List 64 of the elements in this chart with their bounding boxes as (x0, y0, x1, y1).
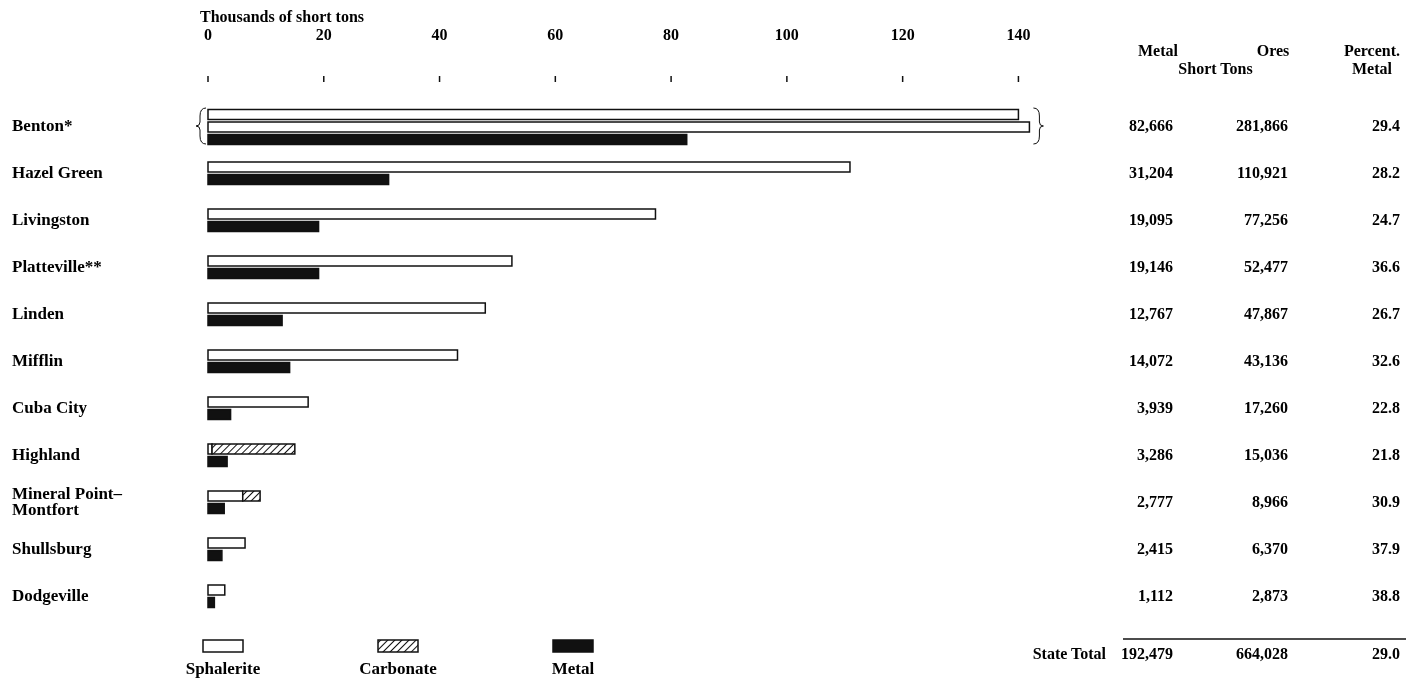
text: 52,477 (1244, 258, 1288, 275)
x-tick-label: 100 (774, 26, 799, 43)
text: 192,479 (1121, 645, 1173, 662)
text: 281,866 (1236, 117, 1288, 134)
text: 12,767 (1129, 305, 1173, 322)
text: 2,777 (1137, 493, 1173, 510)
text: 110,921 (1236, 164, 1288, 181)
text: 28.2 (1372, 164, 1400, 181)
text: 664,028 (1236, 645, 1288, 662)
y-tick-label: Platteville** (12, 257, 102, 276)
category-label: Ores (1256, 42, 1290, 59)
text: 37.9 (1372, 540, 1400, 557)
y-tick-label: Benton* (12, 116, 73, 135)
text: 14,072 (1129, 352, 1173, 369)
text: 2,873 (1252, 587, 1288, 604)
text: 19,146 (1129, 258, 1173, 275)
x-tick-label: 80 (663, 26, 680, 43)
legend-label: Carbonate (359, 659, 438, 678)
text: State Total (1032, 645, 1107, 662)
text: 21.8 (1372, 446, 1400, 463)
text: 77,256 (1244, 211, 1288, 228)
x-tick-label: 40 (431, 26, 448, 43)
text: 22.8 (1372, 399, 1400, 416)
text: 36.6 (1372, 258, 1400, 275)
text: 47,867 (1244, 305, 1288, 322)
x-axis-title: Thousands of short tons (200, 8, 365, 25)
text: 1,112 (1137, 587, 1173, 604)
y-tick-label: Shullsburg (12, 539, 92, 558)
text: 29.4 (1372, 117, 1400, 134)
text: 43,136 (1244, 352, 1288, 369)
text: 26.7 (1372, 305, 1400, 322)
text: 32.6 (1372, 352, 1400, 369)
y-tick-label: Linden (12, 304, 65, 323)
y-tick-label: Mifflin (12, 351, 64, 370)
legend-label: Sphalerite (185, 659, 261, 678)
category-label: Metal (1138, 42, 1179, 59)
text: 19,095 (1129, 211, 1173, 228)
y-tick-label: Dodgeville (12, 586, 89, 605)
text: 82,666 (1129, 117, 1173, 134)
x-tick-label: 20 (315, 26, 332, 43)
text: 8,966 (1252, 493, 1288, 510)
y-tick-label: Mineral Point–Montfort (12, 484, 123, 519)
text: 17,260 (1244, 399, 1288, 416)
text: 31,204 (1129, 164, 1173, 181)
x-tick-label: 60 (547, 26, 564, 43)
x-tick-label: 0 (204, 26, 212, 43)
text: 29.0 (1372, 645, 1400, 662)
x-tick-label: 120 (890, 26, 915, 43)
text: 6,370 (1252, 540, 1288, 557)
text: 3,939 (1137, 399, 1173, 416)
text: 24.7 (1372, 211, 1400, 228)
text: 38.8 (1372, 587, 1400, 604)
y-tick-label: Cuba City (12, 398, 88, 417)
text: 30.9 (1372, 493, 1400, 510)
y-tick-label: Hazel Green (12, 163, 104, 182)
text: Short Tons (1178, 60, 1253, 77)
category-label: Percent. Metal (1343, 42, 1400, 77)
x-tick-label: 140 (1006, 26, 1031, 43)
y-tick-label: Highland (12, 445, 81, 464)
legend-label: Metal (551, 659, 595, 678)
text: 3,286 (1137, 446, 1173, 463)
text: 15,036 (1244, 446, 1288, 463)
y-tick-label: Livingston (12, 210, 91, 229)
text: 2,415 (1137, 540, 1173, 557)
